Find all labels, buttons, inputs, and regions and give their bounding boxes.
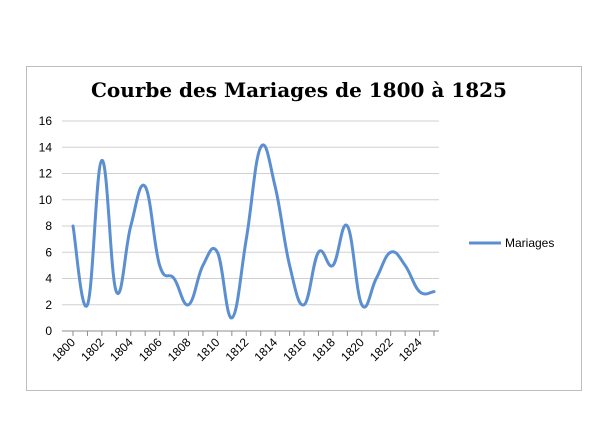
data-point <box>231 317 233 319</box>
y-tick-label: 4 <box>45 272 52 286</box>
data-point <box>158 264 161 267</box>
legend-label-mariages: Mariages <box>505 236 554 250</box>
data-point <box>101 159 103 162</box>
y-tick-label: 0 <box>45 324 52 338</box>
data-point <box>389 251 392 254</box>
y-tick-label: 16 <box>39 114 53 128</box>
y-tick-label: 6 <box>45 245 52 259</box>
y-tick-label: 14 <box>39 140 53 154</box>
data-point <box>129 225 132 227</box>
x-tick-label: 1802 <box>78 335 107 364</box>
x-tick-label: 1816 <box>280 335 309 364</box>
x-tick-label: 1806 <box>136 335 165 364</box>
x-tick-label: 1820 <box>338 335 367 364</box>
chart-title: Courbe des Mariages de 1800 à 1825 <box>91 78 507 102</box>
x-tick-label: 1818 <box>309 335 338 364</box>
legend: Mariages <box>469 236 554 250</box>
x-tick-label: 1800 <box>49 335 78 364</box>
y-tick-label: 8 <box>45 219 52 233</box>
data-point <box>72 225 74 227</box>
data-point <box>274 185 276 188</box>
grid-layer <box>62 120 439 332</box>
x-tick-label: 1810 <box>194 335 223 364</box>
x-tick-label: 1824 <box>396 335 425 364</box>
data-point <box>303 303 305 306</box>
data-point <box>115 290 118 293</box>
chart-frame: Courbe des Mariages de 1800 à 1825 0 2 4 6 8… <box>26 66 582 391</box>
data-point <box>202 264 204 267</box>
y-tick-label: 10 <box>39 193 53 207</box>
data-point <box>144 185 146 188</box>
data-point <box>187 303 190 306</box>
data-point <box>288 264 291 267</box>
data-point <box>245 238 248 240</box>
data-point <box>86 303 89 306</box>
x-tick-label: 1808 <box>165 335 194 364</box>
series-layer <box>71 143 436 320</box>
data-point <box>375 277 378 280</box>
data-point <box>173 277 175 280</box>
data-point <box>259 146 262 149</box>
data-point <box>216 251 219 254</box>
y-tick-label: 12 <box>39 167 53 181</box>
data-point <box>404 264 406 267</box>
y-tick-label: 2 <box>45 298 52 312</box>
x-tick-label: 1812 <box>223 335 252 364</box>
data-point <box>317 251 320 254</box>
series-line-mariages <box>71 143 436 320</box>
x-tick-label: 1822 <box>367 335 396 364</box>
data-point <box>418 290 421 293</box>
data-point <box>346 225 349 227</box>
data-point <box>361 303 363 306</box>
data-point <box>433 290 435 293</box>
line-chart: Courbe des Mariages de 1800 à 1825 0 2 4 6 8… <box>39 78 555 364</box>
x-tick-label: 1814 <box>251 335 280 364</box>
data-point <box>332 264 334 267</box>
x-tick-label: 1804 <box>107 335 136 364</box>
